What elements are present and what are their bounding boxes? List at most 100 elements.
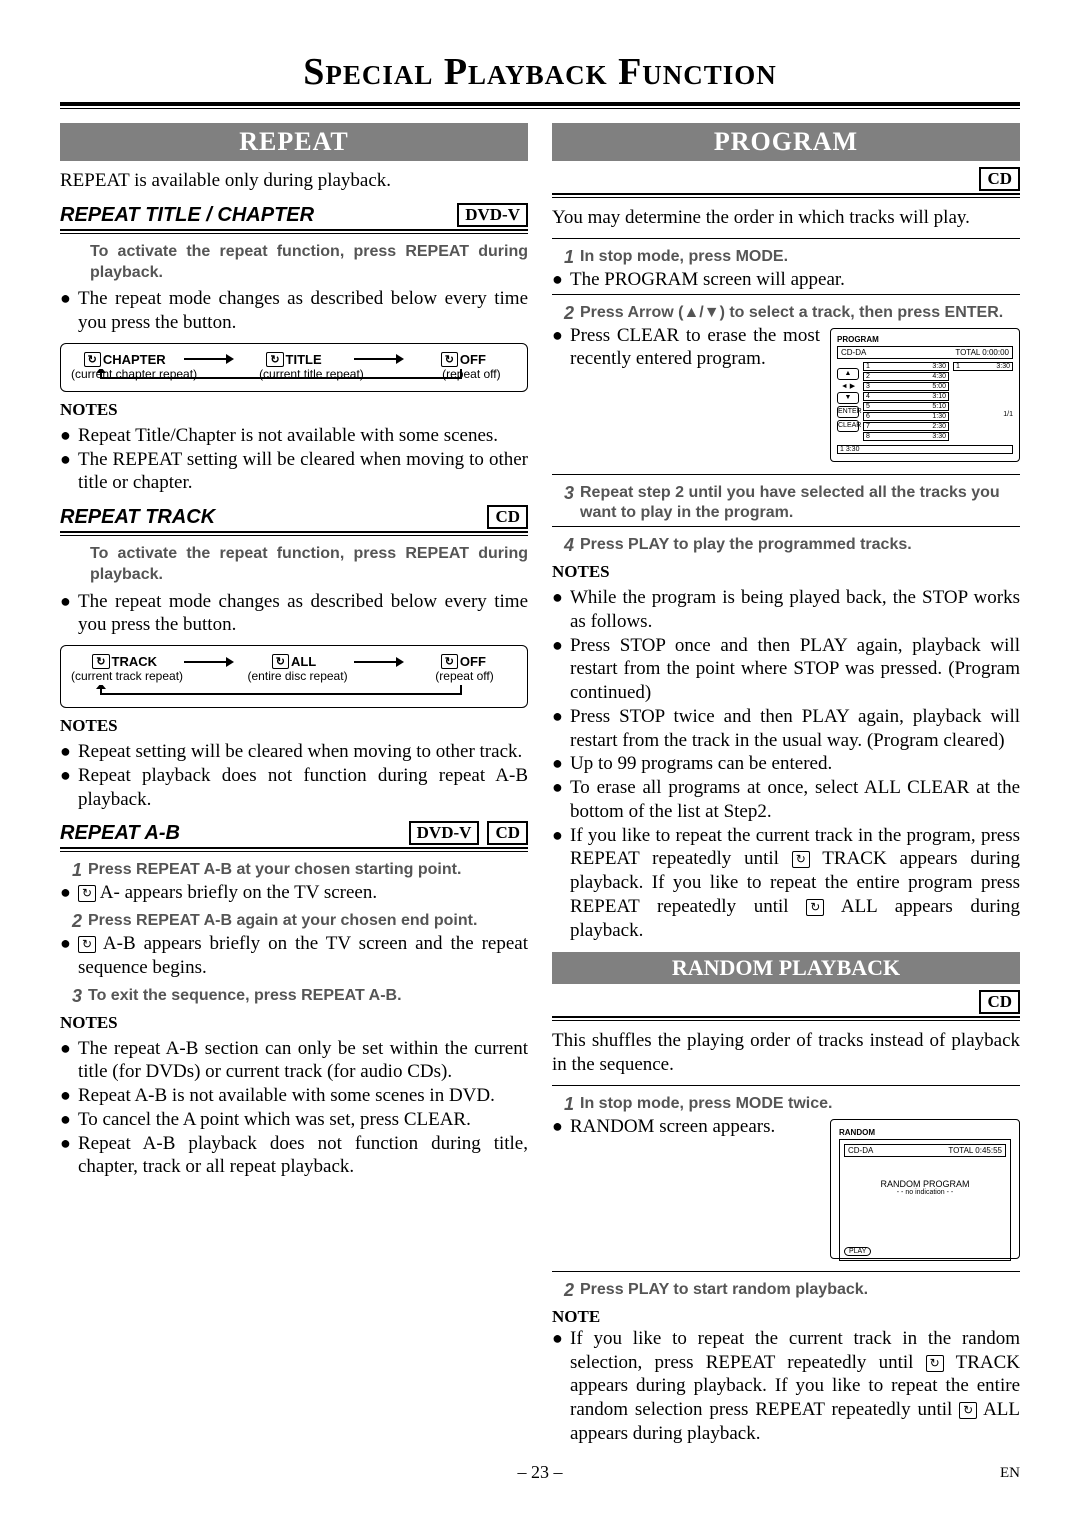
down-icon: ▼ xyxy=(837,392,859,404)
step: 3Repeat step 2 until you have selected a… xyxy=(552,483,1020,525)
program-screen: PROGRAM CD-DA TOTAL 0:00:00 ▲ ◄ ▶ ▼ ENTER… xyxy=(830,328,1020,462)
flow-a: CHAPTER xyxy=(103,352,166,367)
dvd-badge: DVD-V xyxy=(457,203,528,227)
cd-badge: CD xyxy=(979,990,1020,1014)
notes-list: ●Repeat setting will be cleared when mov… xyxy=(60,740,528,811)
subhead-row: REPEAT TRACK CD xyxy=(60,505,528,529)
body-bullet: ●The repeat mode changes as described be… xyxy=(60,287,528,335)
repeat-icon: ↻ xyxy=(959,1402,977,1419)
body-bullet: ●The repeat mode changes as described be… xyxy=(60,590,528,638)
program-intro: You may determine the order in which tra… xyxy=(552,206,1020,230)
screen-title: RANDOM xyxy=(839,1128,1011,1137)
page-indicator: 1/1 xyxy=(953,411,1013,418)
repeat-intro: REPEAT is available only during playback… xyxy=(60,169,528,193)
subhead-row: REPEAT TITLE / CHAPTER DVD-V xyxy=(60,203,528,227)
body-bullet: ●The PROGRAM screen will appear. xyxy=(552,268,1020,292)
arrow-icon xyxy=(354,352,404,366)
random-sub: - - no indication - - xyxy=(844,1189,1006,1196)
step: 4Press PLAY to play the programmed track… xyxy=(552,535,1020,556)
rule xyxy=(60,851,528,852)
note: The REPEAT setting will be cleared when … xyxy=(78,448,528,496)
rule xyxy=(552,1016,1020,1018)
note: Press STOP twice and then PLAY again, pl… xyxy=(570,705,1020,753)
note: ●If you like to repeat the current track… xyxy=(552,1327,1020,1446)
flow-diagram: ↻TRACK ↻ALL ↻OFF (current track repeat) … xyxy=(60,645,528,708)
rule xyxy=(552,238,1020,239)
note: Repeat setting will be cleared when movi… xyxy=(78,740,528,764)
random-screen: RANDOM CD-DATOTAL 0:45:55 RANDOM PROGRAM… xyxy=(830,1119,1020,1259)
flow-a: TRACK xyxy=(112,654,158,669)
cd-badge: CD xyxy=(487,505,528,529)
repeat-ab-heading: REPEAT A-B xyxy=(60,822,180,845)
notes-list: ●The repeat A-B section can only be set … xyxy=(60,1037,528,1180)
repeat-icon: ↻ xyxy=(926,1355,944,1372)
dvd-badge: DVD-V xyxy=(409,821,480,845)
step: 1In stop mode, press MODE twice. xyxy=(552,1094,1020,1115)
instruction: To activate the repeat function, press R… xyxy=(90,544,528,586)
notes-list: ●While the program is being played back,… xyxy=(552,586,1020,942)
rule xyxy=(552,1020,1020,1021)
track-row: 35:00 xyxy=(863,382,949,391)
after-text: Press CLEAR to erase the most recently e… xyxy=(570,324,820,372)
flow-c: OFF xyxy=(460,654,486,669)
rule xyxy=(552,526,1020,527)
clear-btn: CLEAR xyxy=(837,420,859,432)
random-banner: RANDOM PLAYBACK xyxy=(552,952,1020,984)
track-row: 55:10 xyxy=(863,402,949,411)
screen-title: PROGRAM xyxy=(837,335,1013,344)
body-bullet: ●RANDOM screen appears. xyxy=(552,1115,820,1139)
badge-row: CD xyxy=(552,167,1020,191)
play-btn: PLAY xyxy=(844,1247,871,1256)
repeat-icon: ↻ xyxy=(78,936,96,953)
notes-label: NOTE xyxy=(552,1307,1020,1327)
arrow-icon xyxy=(354,655,404,669)
step: 2Press REPEAT A-B again at your chosen e… xyxy=(60,911,528,932)
rule xyxy=(60,233,528,234)
random-label: RANDOM PROGRAM xyxy=(844,1179,1006,1189)
flow-c-sub: (repeat off) xyxy=(435,669,493,683)
notes-label: NOTES xyxy=(60,400,528,420)
nav-controls: ▲ ◄ ▶ ▼ ENTER CLEAR xyxy=(837,362,859,442)
repeat-banner: REPEAT xyxy=(60,123,528,161)
subhead-row: REPEAT A-B DVD-V CD xyxy=(60,821,528,845)
feedback-arrow-icon xyxy=(81,685,481,703)
note: While the program is being played back, … xyxy=(570,586,1020,634)
flow-b: ALL xyxy=(291,654,316,669)
note: To cancel the A point which was set, pre… xyxy=(78,1108,528,1132)
enter-btn: ENTER xyxy=(837,406,859,418)
disc-label: CD-DA xyxy=(848,1146,873,1155)
program-list: 13:30 1/1 xyxy=(953,362,1013,442)
note: Repeat Title/Chapter is not available wi… xyxy=(78,424,528,448)
repeat-track-heading: REPEAT TRACK xyxy=(60,506,215,529)
flow-a-sub: (current track repeat) xyxy=(71,669,183,683)
body-bullet: ●↻ A- appears briefly on the TV screen. xyxy=(60,881,528,905)
rule xyxy=(552,294,1020,295)
track-row: 13:30 xyxy=(863,362,949,371)
rule xyxy=(552,474,1020,475)
after-text: The PROGRAM screen will appear. xyxy=(570,268,1020,292)
step: 3To exit the sequence, press REPEAT A-B. xyxy=(60,986,528,1007)
page-title: Special Playback Function xyxy=(60,50,1020,94)
cd-badge: CD xyxy=(979,167,1020,191)
rule xyxy=(552,1271,1020,1272)
track-row: 83:30 xyxy=(863,432,949,441)
track-row: 24:30 xyxy=(863,372,949,381)
repeat-title-heading: REPEAT TITLE / CHAPTER xyxy=(60,204,314,227)
step: 2Press Arrow (▲/▼) to select a track, th… xyxy=(552,303,1020,324)
track-row: 61:30 xyxy=(863,412,949,421)
body-bullet: ●Press CLEAR to erase the most recently … xyxy=(552,324,820,372)
disc-label: CD-DA xyxy=(841,348,866,357)
badge-row: DVD-V CD xyxy=(405,821,528,845)
repeat-icon: ↻ xyxy=(806,899,824,916)
step: 1In stop mode, press MODE. xyxy=(552,247,1020,268)
note: To erase all programs at once, select AL… xyxy=(570,776,1020,824)
total-label: TOTAL 0:00:00 xyxy=(955,348,1009,357)
rule xyxy=(60,531,528,533)
note: Repeat A-B is not available with some sc… xyxy=(78,1084,528,1108)
rule xyxy=(552,193,1020,195)
rule xyxy=(60,108,1020,109)
after-text: RANDOM screen appears. xyxy=(570,1115,820,1139)
program-banner: PROGRAM xyxy=(552,123,1020,161)
random-intro: This shuffles the playing order of track… xyxy=(552,1029,1020,1077)
flow-c: OFF xyxy=(460,352,486,367)
